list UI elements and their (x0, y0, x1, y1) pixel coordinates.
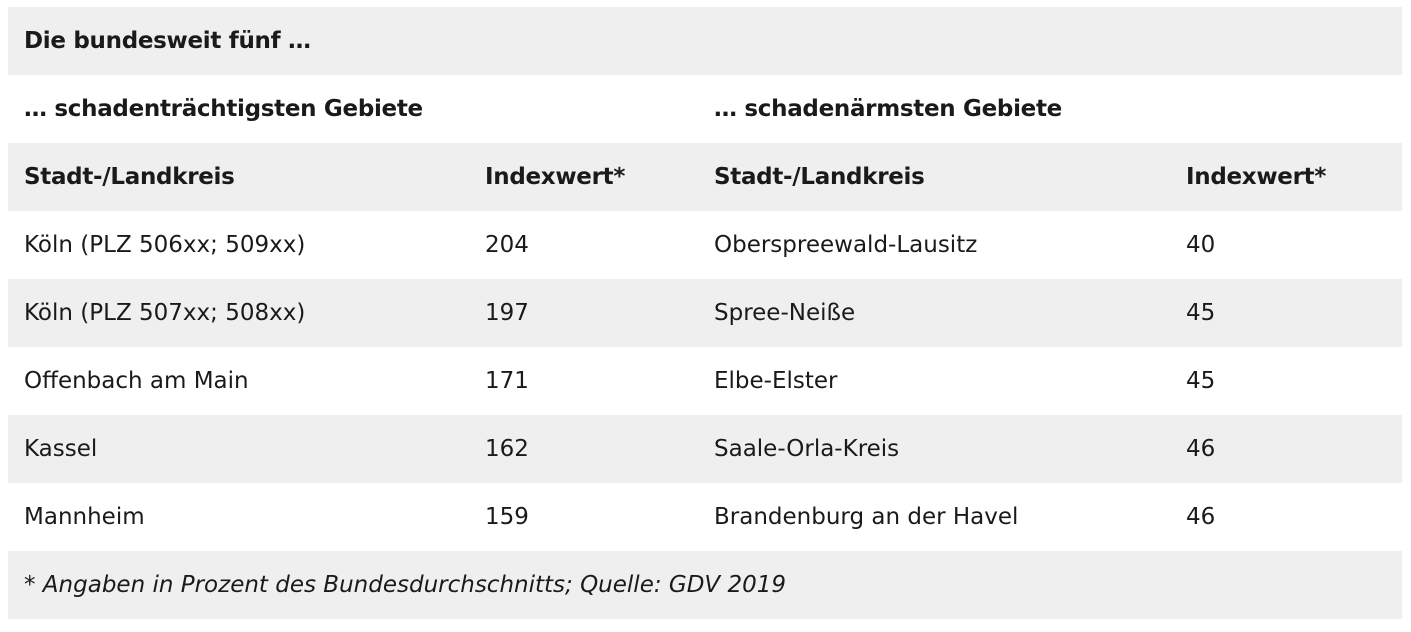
left-index-value: 171 (485, 368, 529, 394)
left-region-name: Köln (PLZ 507xx; 508xx) (24, 300, 306, 326)
left-region-name: Kassel (24, 436, 98, 462)
column-header-row: Stadt-/Landkreis Indexwert* Stadt-/Landk… (8, 143, 1402, 211)
right-index-value: 46 (1186, 436, 1216, 462)
table-footnote-row: * Angaben in Prozent des Bundesdurchschn… (8, 551, 1402, 619)
right-index-value: 45 (1186, 368, 1216, 394)
right-region-name: Saale-Orla-Kreis (714, 436, 900, 462)
right-index-value: 46 (1186, 504, 1216, 530)
table-footnote: * Angaben in Prozent des Bundesdurchschn… (24, 572, 787, 598)
left-region-name: Offenbach am Main (24, 368, 249, 394)
ranking-table: Die bundesweit fünf … … schadenträchtigs… (8, 7, 1402, 619)
right-region-name: Elbe-Elster (714, 368, 838, 394)
column-header-left-index: Indexwert* (485, 164, 626, 190)
column-header-left-name: Stadt-/Landkreis (24, 164, 235, 190)
table-row: Köln (PLZ 507xx; 508xx) 197 Spree-Neiße … (8, 279, 1402, 347)
right-region-name: Oberspreewald-Lausitz (714, 232, 978, 258)
table-title: Die bundesweit fünf … (24, 28, 311, 54)
table-row: Mannheim 159 Brandenburg an der Havel 46 (8, 483, 1402, 551)
left-index-value: 204 (485, 232, 529, 258)
left-region-name: Köln (PLZ 506xx; 509xx) (24, 232, 306, 258)
column-header-right-index: Indexwert* (1186, 164, 1327, 190)
table-row: Kassel 162 Saale-Orla-Kreis 46 (8, 415, 1402, 483)
column-header-right-name: Stadt-/Landkreis (714, 164, 925, 190)
left-group-heading: … schadenträchtigsten Gebiete (24, 96, 423, 122)
table-title-row: Die bundesweit fünf … (8, 7, 1402, 75)
table-row: Köln (PLZ 506xx; 509xx) 204 Oberspreewal… (8, 211, 1402, 279)
left-index-value: 162 (485, 436, 529, 462)
right-region-name: Spree-Neiße (714, 300, 856, 326)
right-group-heading: … schadenärmsten Gebiete (714, 96, 1062, 122)
left-index-value: 197 (485, 300, 529, 326)
group-header-row: … schadenträchtigsten Gebiete … schadenä… (8, 75, 1402, 143)
right-region-name: Brandenburg an der Havel (714, 504, 1019, 530)
left-index-value: 159 (485, 504, 529, 530)
right-index-value: 40 (1186, 232, 1216, 258)
right-index-value: 45 (1186, 300, 1216, 326)
left-region-name: Mannheim (24, 504, 145, 530)
table-row: Offenbach am Main 171 Elbe-Elster 45 (8, 347, 1402, 415)
